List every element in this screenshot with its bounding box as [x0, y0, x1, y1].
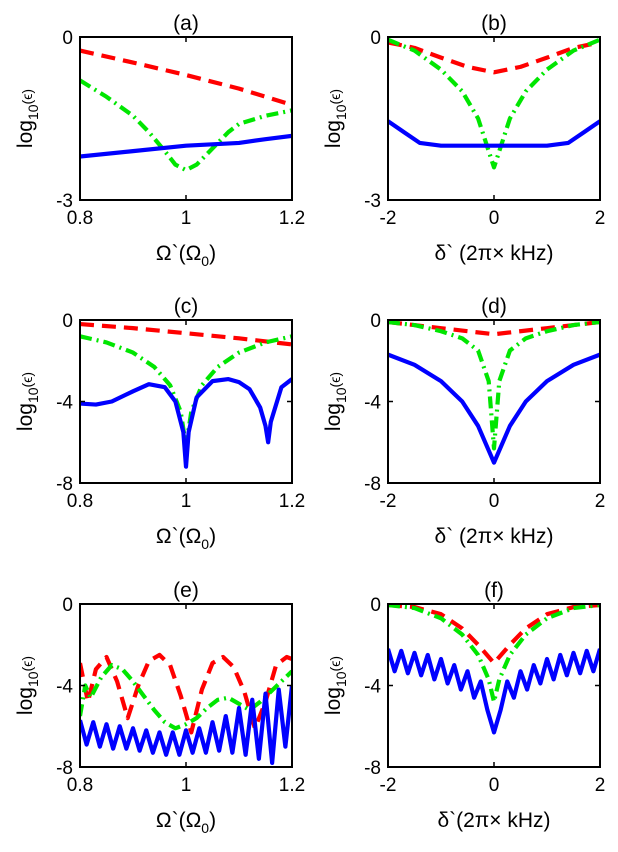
- y-tick-label: -8: [364, 474, 381, 495]
- panel-a: 0.8 1 1.2 -3 0 (a) Ω`(Ω0) log10(ϵ): [14, 12, 305, 269]
- x-tick-label: 0: [489, 775, 500, 796]
- x-tick-label: -2: [380, 775, 397, 796]
- x-tick-label: 1: [181, 208, 192, 229]
- y-tick-label: 0: [370, 28, 381, 49]
- y-tick-label: 0: [370, 311, 381, 332]
- x-tick-label: 0: [489, 208, 500, 229]
- y-axis-label: log10(ϵ): [14, 372, 41, 431]
- panel-title: (d): [481, 295, 507, 318]
- x-tick-label: -2: [380, 491, 397, 512]
- x-tick-label: 2: [595, 491, 606, 512]
- x-tick-label: -2: [380, 208, 397, 229]
- panel-title: (c): [174, 295, 199, 318]
- y-tick-label: -4: [364, 677, 381, 698]
- panel-d: -2 0 2 -8 -4 0 (d) δ` (2π× kHz) log10(ϵ): [322, 295, 605, 548]
- panel-title: (b): [481, 12, 507, 35]
- x-tick-label: 0.8: [67, 208, 93, 229]
- panel-e: 0.8 1 1.2 -8 -4 0 (e) Ω`(Ω0) log10(ϵ): [14, 579, 305, 836]
- x-tick-label: 0.8: [67, 491, 93, 512]
- panel-title: (e): [173, 579, 199, 602]
- x-tick-label: 0.8: [67, 775, 93, 796]
- series-line-red-dashed: [80, 321, 292, 347]
- x-axis-label: Ω`(Ω0): [156, 525, 216, 552]
- series-line-green-dashdot: [388, 320, 600, 451]
- x-tick-label: 1.2: [279, 208, 305, 229]
- y-tick-label: 0: [62, 28, 73, 49]
- panel-title: (a): [173, 12, 199, 35]
- panel-f: -2 0 2 -8 -4 0 (f) δ`(2π× kHz) log10(ϵ): [322, 579, 605, 832]
- y-tick-label: -4: [56, 677, 73, 698]
- x-axis-label: δ`(2π× kHz): [437, 809, 550, 832]
- y-tick-label: -3: [364, 191, 381, 212]
- series-line-red-dashed: [80, 48, 292, 107]
- axes-frame: [387, 36, 601, 201]
- y-tick-label: -4: [364, 393, 381, 414]
- y-tick-label: -8: [56, 758, 73, 779]
- x-axis-label: Ω`(Ω0): [156, 809, 216, 836]
- series-line-green-dashdot: [388, 604, 600, 704]
- series-line-red-dashed: [388, 40, 600, 75]
- y-axis-label: log10(ϵ): [322, 372, 349, 431]
- x-axis-label: Ω`(Ω0): [156, 242, 216, 269]
- x-tick-label: 2: [595, 775, 606, 796]
- y-tick-label: -8: [56, 474, 73, 495]
- x-tick-label: 1: [181, 775, 192, 796]
- y-tick-label: -8: [364, 758, 381, 779]
- x-axis-label: δ` (2π× kHz): [435, 242, 554, 265]
- x-axis-label: δ` (2π× kHz): [435, 525, 554, 548]
- y-tick-label: -3: [56, 191, 73, 212]
- series-line-blue-solid: [388, 352, 600, 465]
- series-line-red-dashed: [388, 604, 600, 666]
- y-tick-label: 0: [62, 595, 73, 616]
- series-line-blue-solid: [80, 376, 292, 469]
- x-tick-label: 0: [489, 491, 500, 512]
- x-tick-label: 2: [595, 208, 606, 229]
- x-tick-label: 1.2: [279, 491, 305, 512]
- panel-c: 0.8 1 1.2 -8 -4 0 (c) Ω`(Ω0) log10(ϵ): [14, 295, 305, 552]
- x-tick-label: 1.2: [279, 775, 305, 796]
- x-tick-label: 1: [181, 491, 192, 512]
- series-line-blue-solid: [388, 119, 600, 148]
- y-axis-label: log10(ϵ): [322, 656, 349, 715]
- y-axis-label: log10(ϵ): [14, 656, 41, 715]
- y-tick-label: 0: [62, 311, 73, 332]
- axes-frame: [387, 603, 601, 768]
- y-axis-label: log10(ϵ): [322, 89, 349, 148]
- y-tick-label: 0: [370, 595, 381, 616]
- series-line-red-dashed: [80, 652, 292, 735]
- series-line-green-dashdot: [388, 37, 600, 170]
- series-line-green-dashdot: [80, 334, 292, 449]
- panel-b: -2 0 2 -3 0 (b) δ` (2π× kHz) log10(ϵ): [322, 12, 605, 265]
- series-line-blue-solid: [80, 133, 292, 159]
- panel-title: (f): [484, 579, 504, 602]
- y-tick-label: -4: [56, 393, 73, 414]
- series-line-blue-solid: [388, 648, 600, 735]
- y-axis-label: log10(ϵ): [14, 89, 41, 148]
- series-line-blue-solid: [80, 685, 292, 766]
